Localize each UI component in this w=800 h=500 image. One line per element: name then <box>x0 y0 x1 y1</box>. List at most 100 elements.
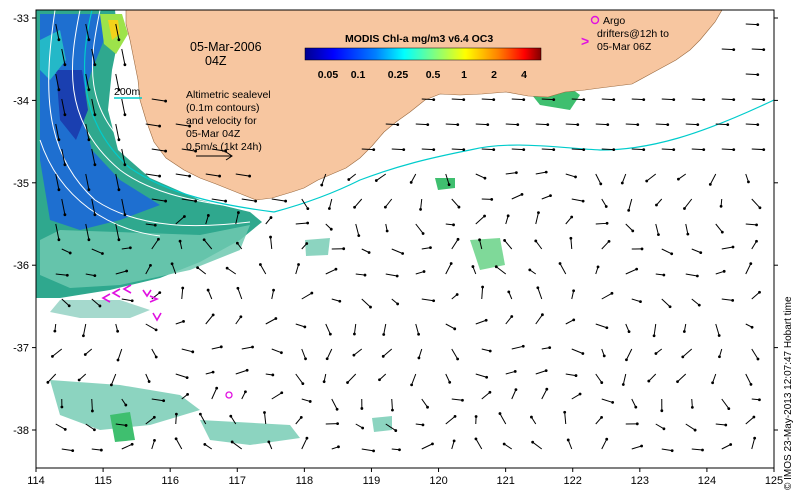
velocity-arrow-head <box>756 23 760 26</box>
velocity-arrow <box>475 123 488 126</box>
velocity-arrow <box>171 263 177 275</box>
velocity-arrow-head <box>611 401 615 404</box>
velocity-arrow-head <box>301 382 305 386</box>
velocity-arrow <box>451 440 455 450</box>
colorbar-title: MODIS Chl-a mg/m3 v6.4 OC3 <box>345 33 493 45</box>
velocity-arrow-head <box>353 205 356 209</box>
velocity-arrow <box>301 437 308 450</box>
velocity-arrow <box>85 73 90 90</box>
velocity-arrow-head <box>337 445 340 449</box>
velocity-arrow <box>121 48 126 65</box>
velocity-arrow-head <box>185 376 189 380</box>
velocity-arrow-head <box>353 332 356 336</box>
credit-text: © IMOS 23-May-2013 12:07:47 Hobart time <box>783 296 794 490</box>
velocity-arrow <box>226 267 237 275</box>
velocity-arrow-head <box>702 98 706 101</box>
velocity-arrow-head <box>378 378 381 382</box>
velocity-arrow <box>595 323 608 329</box>
velocity-arrow-head <box>123 213 127 217</box>
velocity-arrow-head <box>181 286 185 290</box>
velocity-arrow-head <box>498 412 502 415</box>
velocity-arrow <box>91 198 96 215</box>
velocity-arrow-head <box>117 88 121 92</box>
velocity-arrow <box>559 263 567 275</box>
velocity-arrow <box>175 123 190 127</box>
velocity-arrow-head <box>541 313 544 317</box>
velocity-arrow <box>347 373 357 383</box>
velocity-arrow <box>175 438 183 450</box>
colorbar <box>304 47 542 61</box>
velocity-arrow-head <box>352 353 356 357</box>
velocity-arrow <box>295 222 308 225</box>
velocity-arrow <box>85 123 90 140</box>
velocity-arrow <box>495 266 507 275</box>
velocity-arrow-field <box>46 23 766 453</box>
velocity-arrow <box>511 98 524 101</box>
velocity-arrow-head <box>206 288 210 292</box>
velocity-arrow <box>237 288 243 300</box>
velocity-arrow-head <box>109 383 113 387</box>
velocity-arrow-head <box>546 123 550 126</box>
velocity-arrow-head <box>65 273 69 277</box>
velocity-arrow <box>481 148 494 151</box>
velocity-arrow <box>145 323 157 331</box>
velocity-arrow-head <box>211 313 215 317</box>
velocity-arrow-head <box>720 230 724 234</box>
velocity-arrow-head <box>164 149 168 153</box>
velocity-arrow <box>475 373 487 378</box>
velocity-arrow <box>751 198 761 209</box>
velocity-arrow <box>751 438 756 450</box>
velocity-arrow <box>263 412 267 425</box>
velocity-arrow-head <box>369 305 372 309</box>
velocity-arrow-head <box>83 353 87 356</box>
velocity-arrow-head <box>697 303 701 307</box>
lon-tick-label: 119 <box>363 475 381 487</box>
velocity-arrow-head <box>490 197 494 201</box>
velocity-arrow-head <box>548 346 552 350</box>
velocity-arrow <box>52 348 63 357</box>
velocity-arrow-head <box>130 442 134 446</box>
velocity-arrow-head <box>750 325 754 329</box>
velocity-arrow <box>121 298 133 302</box>
lon-tick-label: 125 <box>765 475 783 487</box>
velocity-arrow-head <box>93 63 97 67</box>
velocity-arrow <box>532 441 543 450</box>
lon-tick-label: 123 <box>631 475 649 487</box>
velocity-arrow-head <box>363 273 367 277</box>
velocity-arrow-head <box>432 148 436 151</box>
velocity-arrow <box>511 193 523 200</box>
velocity-arrow-head <box>484 318 488 322</box>
velocity-arrow <box>391 398 393 411</box>
velocity-arrow-head <box>516 123 520 126</box>
velocity-arrow-head <box>711 381 715 385</box>
velocity-arrow-head <box>90 409 94 413</box>
velocity-arrow-head <box>218 174 222 178</box>
velocity-arrow-head <box>128 246 132 250</box>
velocity-arrow-head <box>485 375 489 379</box>
argo-legend-line-3: 05-Mar 06Z <box>597 41 652 53</box>
velocity-arrow-head <box>722 269 726 273</box>
velocity-arrow <box>661 148 674 151</box>
velocity-arrow <box>85 173 90 190</box>
velocity-arrow <box>121 443 133 450</box>
velocity-arrow-head <box>755 223 758 227</box>
velocity-arrow-head <box>338 299 342 303</box>
velocity-arrow <box>535 212 539 225</box>
velocity-arrow <box>751 291 760 300</box>
velocity-arrow-head <box>162 399 166 403</box>
velocity-arrow <box>379 373 387 381</box>
velocity-arrow <box>55 423 66 430</box>
velocity-arrow <box>411 373 417 386</box>
velocity-arrow-head <box>304 357 307 361</box>
velocity-arrow-head <box>63 213 67 217</box>
velocity-arrow <box>625 123 638 126</box>
velocity-arrow-head <box>655 203 658 207</box>
velocity-arrow-head <box>117 188 121 192</box>
velocity-arrow <box>301 348 307 359</box>
velocity-arrow <box>625 223 634 232</box>
velocity-arrow-head <box>762 98 766 101</box>
velocity-arrow <box>685 123 698 126</box>
velocity-arrow <box>55 123 60 140</box>
velocity-arrow-head <box>63 163 67 167</box>
velocity-arrow <box>475 215 485 225</box>
